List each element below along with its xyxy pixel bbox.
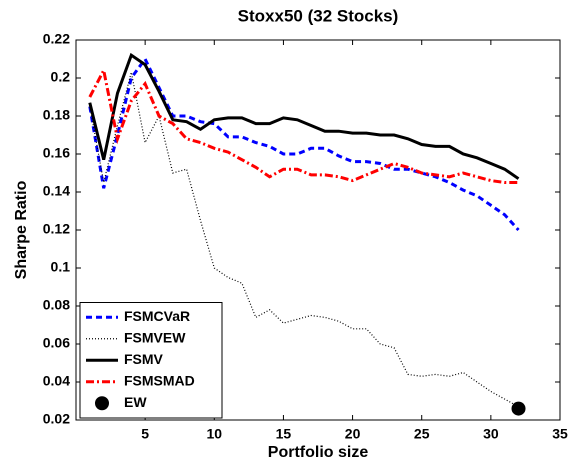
y-tick-label: 0.08 <box>43 297 70 313</box>
x-tick-label: 35 <box>552 426 568 442</box>
x-axis-label: Portfolio size <box>268 444 369 461</box>
legend-marker <box>95 396 109 411</box>
y-tick-label: 0.02 <box>43 411 70 427</box>
y-tick-label: 0.2 <box>51 69 71 85</box>
x-tick-label: 30 <box>483 426 499 442</box>
x-tick-label: 25 <box>414 426 430 442</box>
legend-label: EW <box>124 394 147 410</box>
y-tick-label: 0.12 <box>43 221 70 237</box>
line <box>89 72 519 408</box>
marker <box>511 401 526 416</box>
y-tick-label: 0.16 <box>43 145 70 161</box>
y-tick-label: 0.06 <box>43 335 70 351</box>
y-tick-label: 0.1 <box>51 259 71 275</box>
chart-title: Stoxx50 (32 Stocks) <box>238 6 399 25</box>
x-tick-label: 15 <box>276 426 292 442</box>
legend-label: FSMV <box>124 351 164 367</box>
x-tick-label: 20 <box>345 426 361 442</box>
line <box>88 56 520 232</box>
x-tick-label: 5 <box>141 426 149 442</box>
legend: FSMCVaR FSMVEW FSMV FSMSMAD EW <box>79 302 223 419</box>
y-tick-label: 0.22 <box>43 31 70 47</box>
x-tick-label: 10 <box>206 426 222 442</box>
y-tick-label: 0.14 <box>43 183 70 199</box>
legend-label: FSMSMAD <box>124 372 195 388</box>
legend-label: FSMVEW <box>124 329 186 345</box>
line <box>88 52 520 180</box>
y-tick-label: 0.18 <box>43 107 70 123</box>
y-tick-label: 0.04 <box>43 373 70 389</box>
y-axis-label: Sharpe Ratio <box>13 180 30 279</box>
legend-label: FSMCVaR <box>124 308 190 324</box>
line <box>88 65 519 184</box>
